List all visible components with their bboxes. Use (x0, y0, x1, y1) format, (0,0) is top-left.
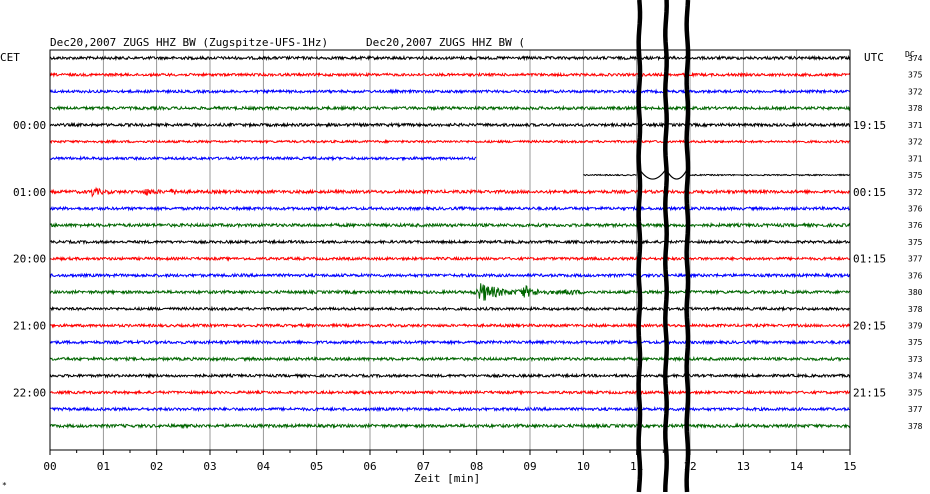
dc-value-13: 376 (908, 271, 923, 280)
traces (49, 54, 851, 430)
x-tick-label-12: 12 (683, 460, 696, 473)
dc-value-6: 371 (908, 154, 923, 163)
left-axis-label: CET (0, 51, 20, 64)
x-tick-label-04: 04 (257, 460, 271, 473)
chart-title-left: Dec20,2007 ZUGS HHZ BW (Zugspitze-UFS-1H… (50, 36, 328, 49)
dc-value-22: 378 (908, 422, 923, 431)
trace-22 (49, 422, 851, 430)
x-axis-label: Zeit [min] (414, 472, 480, 485)
spike-line-0 (636, 0, 643, 493)
grid (49, 50, 851, 450)
x-tick-label-00: 00 (43, 460, 56, 473)
trace-10 (49, 221, 851, 229)
labels: Dec20,2007 ZUGS HHZ BW (Zugspitze-UFS-1H… (0, 36, 915, 490)
trace-12 (49, 255, 851, 262)
trace-20 (49, 389, 851, 396)
dc-value-5: 372 (908, 138, 923, 147)
dc-value-21: 377 (908, 405, 923, 414)
dc-value-2: 372 (908, 87, 923, 96)
trace-9 (49, 205, 851, 212)
trace-4 (49, 121, 851, 129)
plot-frame (49, 49, 851, 455)
right-hour-label: 00:15 (853, 186, 886, 199)
left-hour-label: 00:00 (13, 119, 46, 132)
spike-connector (638, 167, 688, 180)
x-tick-label-10: 10 (577, 460, 590, 473)
left-hour-label: 22:00 (13, 386, 46, 399)
dc-value-7: 375 (908, 171, 923, 180)
hour-labels: 00:00 01:00 20:00 21:00 22:00 19:15 00:15 01:15… (13, 119, 886, 400)
x-tick-label-02: 02 (150, 460, 163, 473)
x-tick-label-15: 15 (843, 460, 856, 473)
dc-label: DC (905, 50, 915, 59)
x-tick-label-06: 06 (363, 460, 376, 473)
trace-6 (49, 155, 477, 162)
trace-3 (49, 104, 851, 112)
trace-13 (49, 272, 851, 279)
x-tick-label-14: 14 (790, 460, 804, 473)
dc-value-3: 378 (908, 104, 923, 113)
x-tick-label-03: 03 (203, 460, 216, 473)
dc-value-9: 376 (908, 204, 923, 213)
corner-mark: * (2, 481, 7, 490)
chart-title-right: Dec20,2007 ZUGS HHZ BW ( (366, 36, 525, 49)
left-hour-label: 01:00 (13, 186, 46, 199)
dc-value-8: 372 (908, 188, 923, 197)
right-hour-label: 20:15 (853, 320, 886, 333)
trace-15 (49, 305, 851, 312)
right-hour-label: 01:15 (853, 253, 886, 266)
trace-1 (49, 71, 851, 78)
x-tick-label-05: 05 (310, 460, 323, 473)
dc-value-12: 377 (908, 255, 923, 264)
dc-value-11: 375 (908, 238, 923, 247)
dc-value-4: 371 (908, 121, 923, 130)
trace-14 (49, 283, 851, 301)
dc-value-20: 375 (908, 388, 923, 397)
dc-value-14: 380 (908, 288, 923, 297)
x-tick-label-01: 01 (97, 460, 110, 473)
dc-value-1: 375 (908, 71, 923, 80)
dc-value-10: 376 (908, 221, 923, 230)
dc-value-17: 375 (908, 338, 923, 347)
trace-16 (49, 322, 851, 329)
trace-18 (49, 355, 851, 363)
spike-line-1 (663, 0, 669, 493)
x-tick-label-11: 11 (630, 460, 643, 473)
right-hour-label: 21:15 (853, 386, 886, 399)
trace-7-seg-0 (583, 173, 637, 177)
trace-2 (49, 88, 851, 95)
x-tick-labels: 00 01 02 03 04 05 06 07 08 09 10 11 12 13 14 15 (43, 460, 856, 473)
dc-value-18: 373 (908, 355, 923, 364)
trace-17 (49, 339, 851, 346)
left-hour-label: 20:00 (13, 253, 46, 266)
right-hour-label: 19:15 (853, 119, 886, 132)
trace-19 (49, 372, 851, 379)
dc-value-16: 379 (908, 322, 923, 331)
x-tick-label-13: 13 (737, 460, 750, 473)
spike-lines (636, 0, 691, 493)
trace-0 (49, 54, 851, 62)
right-axis-label: UTC (864, 51, 884, 64)
x-tick-label-09: 09 (523, 460, 536, 473)
dc-value-19: 374 (908, 372, 923, 381)
dc-values: 374 375 372 378 371 372 371 375 372 376 376 375 377 3… (908, 54, 923, 431)
trace-21 (49, 405, 851, 413)
trace-8 (49, 186, 851, 198)
dc-value-15: 378 (908, 305, 923, 314)
trace-5 (49, 138, 851, 145)
dc-value-0: 374 (908, 54, 923, 63)
x-tick-label-07: 07 (417, 460, 430, 473)
trace-11 (49, 238, 851, 246)
trace-7-seg-1 (687, 173, 850, 177)
x-tick-label-08: 08 (470, 460, 483, 473)
spike-line-2 (684, 0, 691, 493)
left-hour-label: 21:00 (13, 320, 46, 333)
